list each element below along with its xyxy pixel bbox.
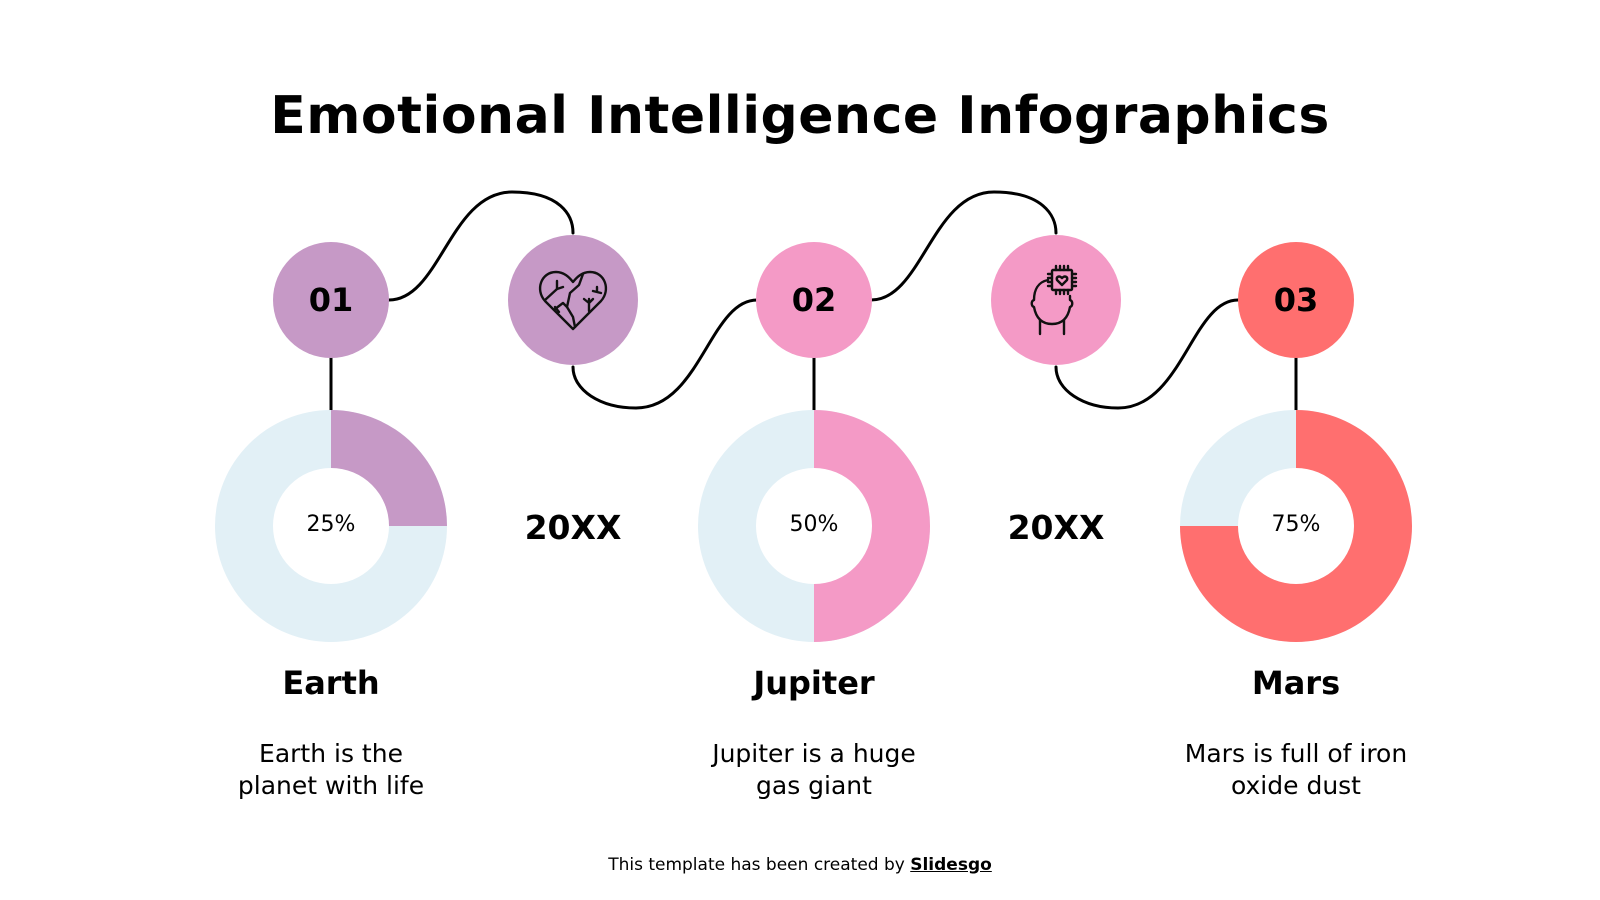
step-name: Jupiter — [753, 664, 875, 702]
step-number: 03 — [1273, 281, 1319, 319]
connector-line-3 — [869, 190, 1058, 302]
connector-line-4 — [1054, 298, 1240, 410]
footer-text: This template has been created by — [608, 855, 911, 875]
icon-badge-head-chip — [991, 235, 1121, 365]
step-number-badge: 01 — [273, 242, 389, 358]
description-line: Earth is the — [259, 739, 403, 768]
page-title: Emotional Intelligence Infographics — [270, 86, 1330, 146]
description-line: oxide dust — [1230, 771, 1361, 800]
icon-badge-heart — [508, 235, 638, 365]
percent-label: 75% — [1271, 512, 1321, 537]
footer-credit: This template has been created by Slides… — [0, 855, 1600, 875]
donut-chart-earth — [215, 410, 447, 642]
step-number: 01 — [308, 281, 354, 319]
donut-chart-mars — [1180, 410, 1412, 642]
step-number-badge: 02 — [756, 242, 872, 358]
connector-line-1 — [387, 190, 575, 302]
step-number-badge: 03 — [1238, 242, 1354, 358]
step-description: Jupiter is a huge gas giant — [664, 738, 964, 802]
year-label: 20XX — [1007, 508, 1105, 547]
connector-line-2 — [571, 298, 759, 410]
year-label: 20XX — [524, 508, 622, 547]
percent-label: 25% — [306, 512, 356, 537]
step-description: Mars is full of iron oxide dust — [1146, 738, 1446, 802]
broken-heart-icon — [538, 270, 608, 331]
percent-label: 50% — [789, 512, 839, 537]
step-number: 02 — [791, 281, 837, 319]
head-chip-heart-icon — [1030, 264, 1078, 336]
step-name: Earth — [282, 664, 380, 702]
description-line: planet with life — [237, 771, 425, 800]
donut-chart-jupiter — [698, 410, 930, 642]
description-line: Mars is full of iron — [1184, 739, 1408, 768]
description-line: gas giant — [756, 771, 872, 800]
description-line: Jupiter is a huge — [712, 739, 916, 768]
step-description: Earth is the planet with life — [181, 738, 481, 802]
connector-lines — [329, 190, 1298, 412]
step-name: Mars — [1251, 664, 1341, 702]
slidesgo-link[interactable]: Slidesgo — [910, 855, 992, 875]
